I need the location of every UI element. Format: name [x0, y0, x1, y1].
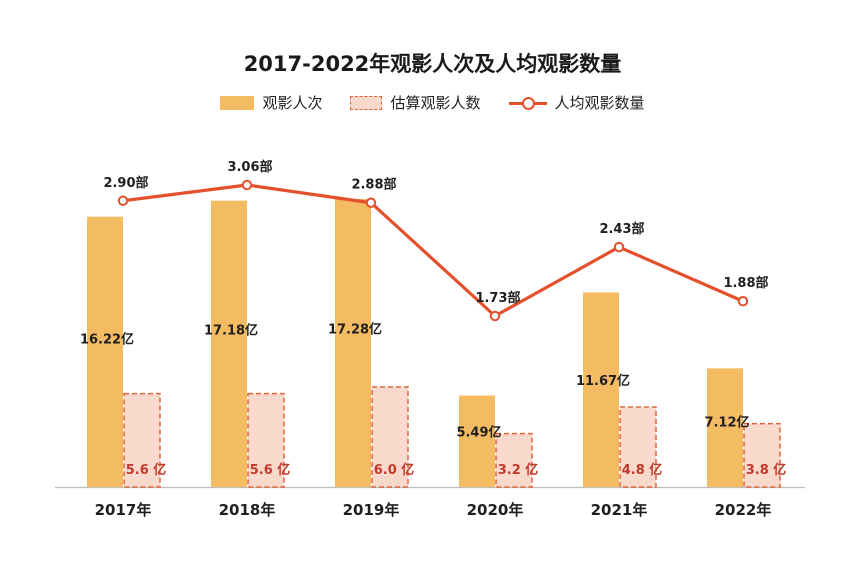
data-label-estimated: 4.8 亿	[622, 462, 663, 478]
bar-estimated	[247, 392, 285, 488]
x-tick-label: 2019年	[343, 501, 400, 519]
bar-estimated	[619, 406, 657, 488]
legend-swatch-viewers	[220, 95, 255, 110]
data-label-estimated: 5.6 亿	[250, 462, 291, 478]
legend-swatch-per-capita	[508, 96, 547, 110]
x-tick-label: 2022年	[715, 501, 772, 519]
data-label-estimated: 5.6 亿	[126, 462, 167, 478]
data-label-per-capita: 3.06部	[227, 159, 272, 175]
data-label-per-capita: 2.43部	[599, 221, 644, 237]
data-label-viewers: 16.22亿	[80, 331, 134, 347]
data-label-estimated: 3.2 亿	[498, 462, 539, 478]
x-tick-label: 2020年	[467, 501, 524, 519]
legend-swatch-estimated	[350, 95, 383, 110]
bar-viewers	[211, 200, 247, 487]
data-label-estimated: 3.8 亿	[746, 462, 787, 478]
data-label-per-capita: 1.88部	[723, 275, 768, 291]
data-label-viewers: 17.18亿	[204, 323, 258, 339]
line-point-per-capita	[737, 296, 749, 307]
bar-estimated	[743, 422, 781, 488]
data-label-viewers: 7.12亿	[704, 415, 749, 431]
data-label-viewers: 11.67亿	[576, 373, 630, 389]
legend-item-viewers: 观影人次	[220, 92, 322, 113]
bar-viewers	[459, 395, 495, 487]
data-label-viewers: 5.49亿	[456, 425, 501, 441]
data-label-per-capita: 2.88部	[351, 177, 396, 193]
data-label-per-capita: 2.90部	[103, 175, 148, 191]
legend-item-per-capita: 人均观影数量	[508, 92, 645, 113]
bar-viewers	[87, 216, 123, 487]
bar-estimated	[371, 386, 409, 488]
chart-legend: 观影人次 估算观影人数 人均观影数量	[0, 92, 865, 113]
bar-viewers	[583, 292, 619, 487]
line-point-per-capita	[365, 197, 377, 208]
legend-item-estimated: 估算观影人数	[350, 92, 481, 113]
line-point-per-capita	[489, 310, 501, 322]
data-label-viewers: 17.28亿	[328, 322, 382, 338]
legend-label-per-capita: 人均观影数量	[554, 94, 645, 112]
line-point-per-capita	[117, 195, 129, 206]
data-label-per-capita: 1.73部	[475, 290, 520, 306]
legend-label-viewers: 观影人次	[262, 94, 323, 112]
line-point-per-capita	[241, 179, 253, 191]
bar-viewers	[707, 368, 743, 487]
x-tick-label: 2017年	[95, 501, 152, 519]
bar-estimated	[123, 392, 161, 488]
line-point-per-capita	[613, 241, 625, 253]
data-label-estimated: 6.0 亿	[374, 462, 415, 478]
bar-estimated	[495, 432, 533, 488]
line-per-capita	[122, 183, 744, 318]
bar-viewers	[335, 199, 371, 487]
x-tick-label: 2018年	[219, 501, 276, 519]
x-tick-label: 2021年	[591, 501, 648, 519]
chart-title: 2017-2022年观影人次及人均观影数量	[243, 52, 622, 76]
legend-label-estimated: 估算观影人数	[390, 94, 481, 112]
